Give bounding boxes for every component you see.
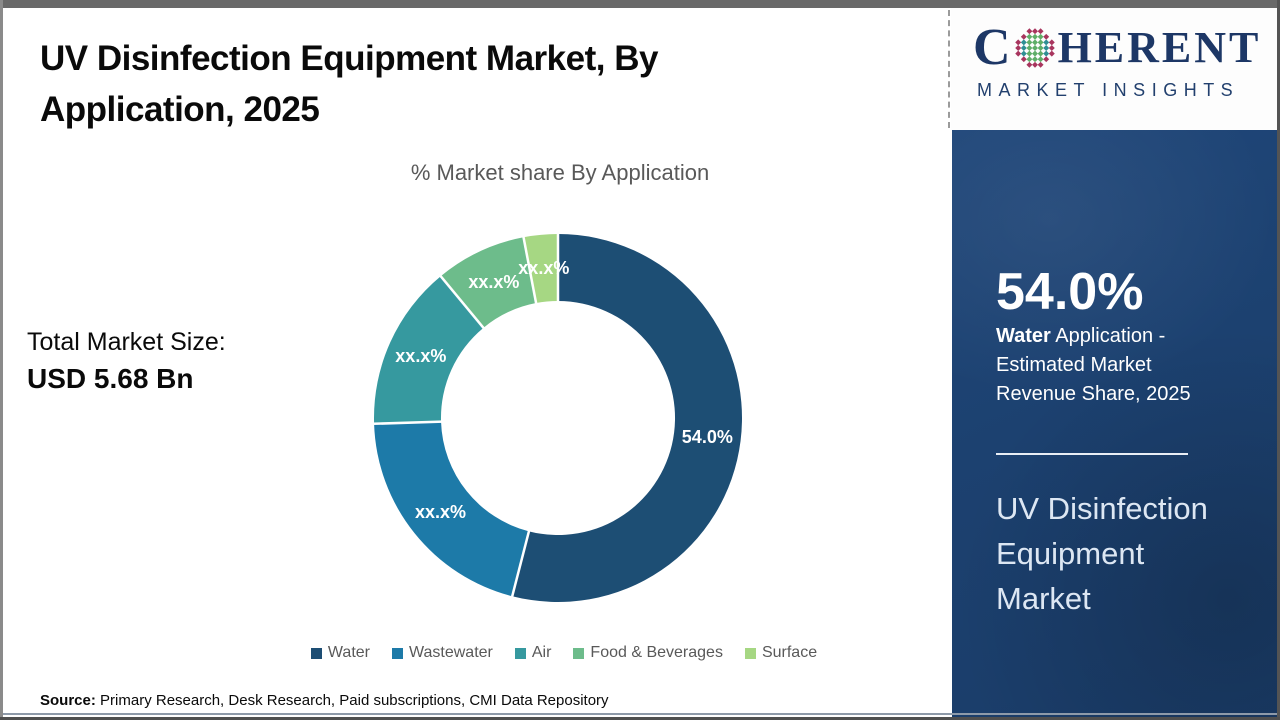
legend-item-surface: Surface [744,644,818,662]
frame-border-right [1277,0,1280,720]
total-market-size-label: Total Market Size: [27,328,226,356]
source-label: Source: [40,692,96,709]
legend-label: Wastewater [408,644,493,661]
slice-value-label: xx.x% [518,258,569,278]
panel-stat-desc-bold: Water [996,325,1051,347]
legend-swatch [514,647,526,659]
legend-item-wastewater: Wastewater [391,644,493,662]
legend-label: Water [327,644,370,661]
legend-label: Surface [761,644,818,661]
coherent-logo: C HERENT [973,22,1261,74]
legend-label: Air [531,644,552,661]
donut-chart: 54.0% xx.x% xx.x% xx.x% xx.x% [368,228,748,608]
legend-swatch [573,647,585,659]
legend-swatch [391,647,403,659]
panel-divider [996,453,1188,455]
page-title-line2: Application, 2025 [40,90,320,129]
frame-border-bottom [0,717,1280,720]
frame-border-left [0,0,3,720]
source-text: Primary Research, Desk Research, Paid su… [95,692,609,709]
donut-slice-food-beverages [440,237,537,328]
slice-value-label: xx.x% [468,272,519,292]
donut-slice-surface [523,234,558,304]
slice-value-label: xx.x% [395,346,446,366]
side-panel: 54.0% Water Application - Estimated Mark… [952,130,1277,717]
donut-slice-wastewater [374,421,529,597]
slice-separator [522,236,538,305]
source-note: Source: Primary Research, Desk Research,… [40,692,609,709]
panel-stat-value: 54.0% [996,263,1144,321]
logo-subtitle: MARKET INSIGHTS [977,80,1240,100]
slice-separator [510,530,531,598]
total-market-size-value: USD 5.68 Bn [27,363,194,394]
slice-separator [373,420,443,426]
logo-word-rest: HERENT [1057,23,1262,72]
panel-report-title: UV Disinfection Equipment Market [996,491,1208,616]
donut-slice-water [512,234,742,602]
frame-border-top [0,0,1280,8]
legend-item-air: Air [514,644,552,662]
panel-stat-description: Water Application - Estimated Market Rev… [996,322,1208,409]
bottom-rule [0,713,1280,715]
total-market-size: Total Market Size: USD 5.68 Bn [27,325,226,399]
logo-letter-c: C [973,19,1012,76]
donut-slice-air [374,276,484,424]
logo-area: C HERENT MARKET INSIGHTS [951,8,1277,130]
page-title: UV Disinfection Equipment Market, By App… [40,33,800,135]
slice-separator [439,274,486,330]
legend-swatch [310,647,322,659]
legend-item-food-beverages: Food & Beverages [573,644,723,662]
logo-dashed-divider [948,10,950,128]
chart-title: % Market share By Application [410,160,710,185]
legend-item-water: Water [310,644,370,662]
panel-stat-desc-rest: Application - Estimated Market Revenue S… [996,325,1191,405]
legend-label: Food & Beverages [590,644,723,661]
legend-swatch [744,647,756,659]
chart-legend: Water Wastewater Air Food & Beverages Surfac… [0,644,1128,662]
page-title-line1: UV Disinfection Equipment Market, By [40,39,658,78]
slice-value-label: xx.x% [415,502,466,522]
slice-value-label: 54.0% [682,427,733,447]
coherent-globe-icon [1014,28,1055,68]
